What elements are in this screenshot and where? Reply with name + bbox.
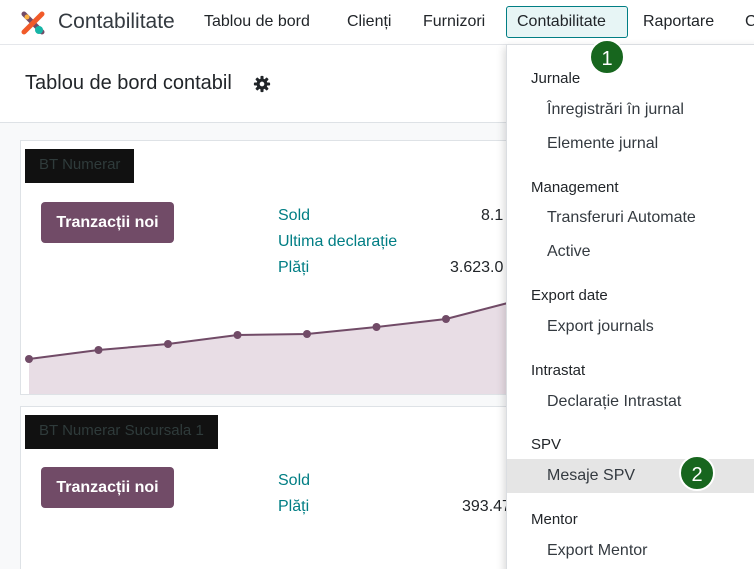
nav-configurare-truncated[interactable]: C [745,13,754,30]
menu-item-label: Active [547,243,591,260]
last-statement-label[interactable]: Ultima declarație [278,233,398,250]
nav-contabilitate[interactable]: Contabilitate [506,6,628,38]
payments-label[interactable]: Plăți [278,259,310,276]
menu-item-label: Export Mentor [547,542,648,559]
section-mentor: Mentor [531,511,578,528]
section-jurnale: Jurnale [531,70,581,87]
nav-contabilitate-label: Contabilitate [517,13,606,30]
balance-label[interactable]: Sold [278,207,311,224]
menu-item-label: Declarație Intrastat [547,393,682,410]
journal-title[interactable]: BT Numerar [25,149,135,183]
menu-item-active[interactable]: Active [507,235,754,269]
menu-item-label: Export journals [547,318,654,335]
menu-item-mesaje-spv[interactable]: Mesaje SPV [507,459,754,493]
menu-item-elemente-jurnal[interactable]: Elemente jurnal [507,127,754,161]
chart-point[interactable] [303,330,311,338]
chart-point[interactable] [25,355,33,363]
nav-raportare[interactable]: Raportare [643,13,715,30]
gear-icon[interactable] [253,75,271,93]
chart-point[interactable] [372,323,381,331]
menu-item-label: Mesaje SPV [547,467,636,484]
balance-chart[interactable] [21,291,580,395]
page-title: Tablou de bord contabil [25,72,232,94]
new-transactions-button[interactable]: Tranzacții noi [41,202,174,243]
balance-label[interactable]: Sold [278,472,311,489]
journal-card: BT Numerar Sucursala 1 Tranzacții noi So… [20,406,580,569]
menu-item-label: Transferuri Automate [547,209,696,226]
menu-item-label: Elemente jurnal [547,135,659,152]
nav-clienti[interactable]: Clienți [347,13,392,30]
payments-value: 393.47 [462,498,511,515]
app-name[interactable]: Contabilitate [58,10,175,33]
chart-point[interactable] [233,331,242,339]
chart-point[interactable] [442,315,450,323]
balance-value: 8.1 [481,207,504,224]
step-marker: 2 [679,455,715,491]
journal-card: BT Numerar Tranzacții noi Sold 8.1 Ultim… [20,140,580,395]
chart-line [28,300,516,360]
nav-tablou-de-bord[interactable]: Tablou de bord [204,13,310,30]
chart-area [29,301,516,394]
step-marker: 1 [589,39,625,75]
accounting-dropdown-menu: Jurnale Înregistrări în jurnal Elemente … [506,44,754,569]
payments-label[interactable]: Plăți [278,498,310,515]
menu-item-export-journals[interactable]: Export journals [507,310,754,344]
section-management: Management [531,179,619,196]
menu-item-inregistrari[interactable]: Înregistrări în jurnal [507,93,754,127]
new-transactions-button[interactable]: Tranzacții noi [41,467,174,508]
section-spv: SPV [531,436,562,453]
payments-value: 3.623.0 [450,259,504,276]
section-export-date: Export date [531,287,608,304]
top-navbar: Contabilitate Tablou de bord Clienți Fur… [0,0,754,45]
journal-title[interactable]: BT Numerar Sucursala 1 [25,415,218,449]
chart-point[interactable] [164,340,172,348]
chart-point[interactable] [94,346,103,354]
menu-item-label: Înregistrări în jurnal [547,101,684,118]
app-logo-icon[interactable] [20,10,46,36]
menu-item-transferuri[interactable]: Transferuri Automate [507,201,754,235]
menu-item-declaratie-intrastat[interactable]: Declarație Intrastat [507,385,754,419]
nav-furnizori[interactable]: Furnizori [423,13,486,30]
section-intrastat: Intrastat [531,362,586,379]
menu-item-export-mentor[interactable]: Export Mentor [507,534,754,568]
